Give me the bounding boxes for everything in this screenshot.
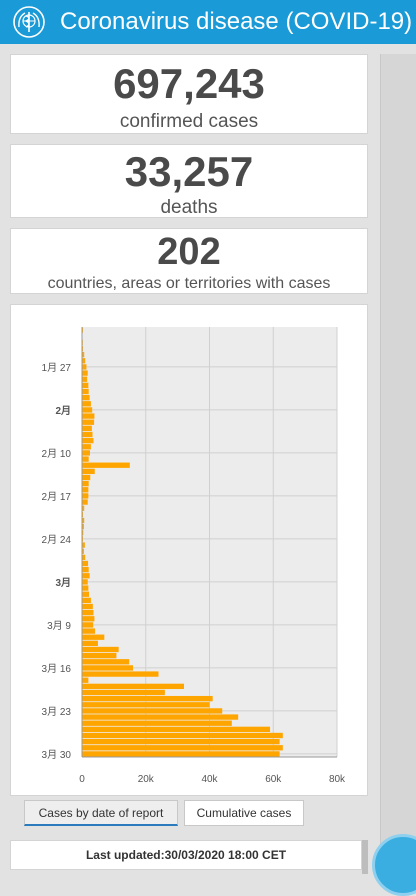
- bar: [82, 437, 94, 444]
- bar: [82, 622, 94, 628]
- bar: [82, 530, 84, 536]
- confirmed-cases-card: 697,243 confirmed cases: [10, 54, 368, 134]
- bar: [82, 413, 95, 419]
- bar: [82, 591, 90, 597]
- x-tick-label: 20k: [138, 774, 155, 785]
- bar: [82, 376, 88, 382]
- bar: [82, 714, 239, 720]
- x-tick-label: 0: [79, 774, 85, 785]
- bar: [82, 566, 89, 573]
- bar: [82, 573, 90, 579]
- bar: [82, 628, 96, 634]
- y-tick-label: 2月: [55, 405, 71, 417]
- bar: [82, 542, 85, 548]
- bar: [82, 523, 84, 530]
- bar: [82, 652, 117, 659]
- tab-cases-by-date[interactable]: Cases by date of report: [24, 800, 178, 826]
- bar: [82, 659, 130, 665]
- who-emblem-icon: [13, 6, 45, 38]
- bar: [82, 548, 84, 554]
- bar: [82, 726, 271, 733]
- bar: [82, 640, 98, 647]
- bar: [82, 609, 94, 616]
- bar: [82, 708, 223, 714]
- bar: [82, 745, 283, 751]
- confirmed-label: confirmed cases: [119, 111, 259, 132]
- scrollbar-thumb[interactable]: [362, 840, 368, 874]
- bar: [82, 683, 184, 690]
- bar: [82, 560, 89, 567]
- bar: [82, 646, 119, 653]
- bar: [82, 480, 89, 487]
- bar: [82, 695, 213, 702]
- x-tick-label: 60k: [265, 774, 282, 785]
- app-header: Coronavirus disease (COVID-19): [0, 0, 416, 44]
- bar: [82, 702, 210, 708]
- bar: [82, 665, 133, 671]
- page-title: Coronavirus disease (COVID-19): [60, 8, 413, 35]
- epi-curve-card: 0 20k 40k 60k 80k 1月 27 2月 2月 10 2月 17 2月 24 3月 3月 …: [10, 304, 368, 796]
- bar: [82, 364, 87, 370]
- tab-cumulative-cases[interactable]: Cumulative cases: [184, 800, 304, 826]
- deaths-count: 33,257: [124, 148, 254, 195]
- bar: [82, 394, 90, 401]
- bar: [82, 450, 90, 456]
- confirmed-count: 697,243: [113, 60, 265, 107]
- bar: [82, 499, 88, 505]
- bar: [82, 732, 283, 739]
- epi-curve-chart: 0 20k 40k 60k 80k 1月 27 2月 2月 10 2月 17 2月 24 3月 3月 …: [42, 327, 346, 785]
- bar: [82, 689, 165, 696]
- deaths-label: deaths: [160, 197, 218, 218]
- bar: [82, 351, 85, 358]
- x-tick-label: 40k: [201, 774, 218, 785]
- bar: [82, 554, 86, 561]
- bar: [82, 401, 91, 407]
- bar: [82, 738, 280, 745]
- bar: [82, 677, 89, 683]
- countries-count: 202: [157, 231, 221, 273]
- bar: [82, 671, 159, 677]
- y-tick-label: 3月 16: [42, 663, 72, 675]
- countries-card: 202 countries, areas or territories with…: [10, 228, 368, 294]
- bar: [82, 407, 93, 413]
- y-tick-label: 2月 10: [42, 448, 72, 460]
- bar: [82, 425, 92, 432]
- bar: [82, 487, 89, 493]
- y-tick-label: 1月 27: [42, 362, 72, 374]
- bar: [82, 456, 89, 462]
- bar: [82, 505, 85, 511]
- bar: [82, 468, 95, 475]
- bar: [82, 431, 93, 438]
- bar: [82, 597, 91, 604]
- bar: [82, 474, 91, 481]
- deaths-card: 33,257 deaths: [10, 144, 368, 218]
- x-tick-label: 80k: [329, 774, 346, 785]
- bar: [82, 358, 86, 364]
- bar: [82, 579, 88, 585]
- map-toggle-button[interactable]: [372, 834, 416, 896]
- countries-label: countries, areas or territories with cas…: [47, 275, 331, 292]
- bar: [82, 382, 89, 389]
- y-tick-label: 2月 17: [42, 491, 72, 503]
- y-tick-label: 2月 24: [42, 534, 72, 546]
- y-tick-label: 3月 23: [42, 706, 72, 718]
- bar: [82, 585, 89, 591]
- bar: [82, 462, 130, 468]
- y-tick-label: 3月 9: [47, 620, 71, 632]
- bar: [82, 603, 93, 610]
- last-updated: Last updated:30/03/2020 18:00 CET: [10, 840, 362, 870]
- bar: [82, 720, 232, 726]
- bar: [82, 751, 280, 757]
- bar: [82, 388, 89, 395]
- y-tick-label: 3月 30: [42, 749, 72, 761]
- bar: [82, 419, 95, 425]
- map-panel: [380, 54, 416, 874]
- bar: [82, 444, 91, 450]
- y-tick-label: 3月: [55, 577, 71, 589]
- bar: [82, 493, 89, 499]
- bar: [82, 634, 105, 640]
- bar: [82, 517, 85, 524]
- bar: [82, 616, 95, 622]
- bar: [82, 370, 88, 376]
